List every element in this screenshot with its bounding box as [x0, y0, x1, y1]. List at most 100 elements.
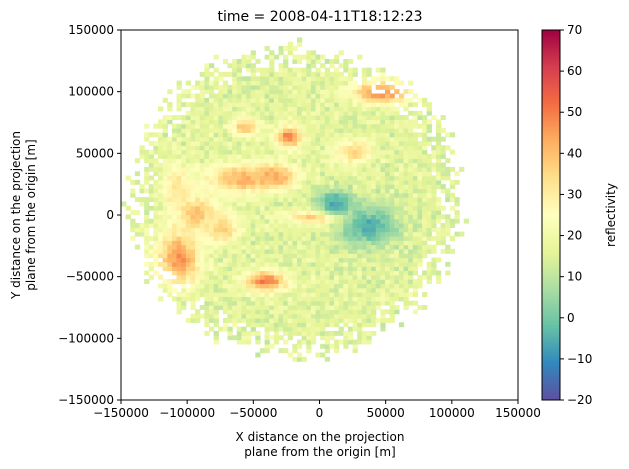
field-cell [232, 128, 238, 133]
field-cell [176, 214, 182, 220]
field-cell [320, 84, 326, 90]
field-cell [264, 80, 270, 86]
field-cell [222, 205, 229, 211]
field-cell [273, 110, 280, 116]
field-cell [324, 97, 331, 103]
field-cell [241, 128, 247, 133]
field-cell [144, 261, 150, 267]
field-cell [148, 132, 155, 138]
field-cell [162, 128, 168, 133]
field-cell [236, 136, 243, 142]
field-cell [292, 54, 298, 60]
field-cell [371, 106, 377, 112]
field-cell [273, 218, 280, 224]
field-cell [287, 46, 293, 51]
field-cell [246, 339, 252, 345]
field-cell [292, 46, 298, 51]
field-cell [398, 132, 405, 138]
field-cell [297, 184, 303, 190]
field-cell [324, 339, 331, 345]
field-cell [236, 227, 243, 233]
field-cell [431, 257, 437, 263]
field-cell [389, 300, 395, 306]
field-cell [375, 227, 381, 233]
field-cell [241, 166, 247, 172]
field-cell [176, 270, 182, 276]
field-cell [218, 296, 224, 302]
field-cell [264, 244, 270, 250]
field-cell [361, 171, 368, 177]
field-cell [213, 119, 219, 125]
field-cell [255, 201, 261, 207]
field-cell [213, 128, 219, 133]
field-cell [347, 67, 354, 73]
field-cell [246, 188, 252, 194]
field-cell [440, 227, 446, 233]
field-cell [144, 231, 150, 237]
field-cell [310, 218, 317, 224]
field-cell [162, 153, 168, 159]
field-cell [306, 58, 312, 64]
field-cell [222, 201, 229, 207]
field-cell [195, 201, 201, 207]
field-cell [283, 231, 289, 237]
field-cell [412, 110, 419, 116]
field-cell [241, 158, 247, 164]
field-cell [199, 292, 205, 297]
field-cell [185, 197, 192, 203]
field-cell [301, 54, 307, 60]
field-cell [334, 102, 340, 108]
field-cell [241, 248, 247, 254]
field-cell [199, 223, 205, 228]
field-cell [385, 97, 391, 103]
field-cell [241, 300, 247, 306]
field-cell [422, 227, 428, 233]
field-cell [273, 309, 280, 315]
field-cell [209, 175, 215, 181]
field-cell [264, 235, 270, 241]
field-cell [287, 102, 293, 108]
field-cell [171, 231, 178, 237]
field-cell [185, 317, 192, 323]
field-cell [394, 227, 400, 233]
field-cell [385, 223, 391, 228]
field-cell [153, 240, 159, 246]
field-cell [292, 89, 298, 95]
field-cell [227, 210, 233, 215]
field-cell [222, 162, 229, 168]
field-cell [412, 235, 419, 241]
field-cell [380, 145, 386, 151]
field-cell [269, 231, 275, 237]
field-cell [181, 153, 187, 159]
field-cell [352, 197, 358, 203]
field-cell [347, 84, 354, 90]
field-cell [320, 287, 326, 293]
field-cell [297, 339, 303, 345]
field-cell [385, 235, 391, 241]
field-cell [324, 240, 331, 246]
field-cell [241, 335, 247, 341]
field-cell [380, 179, 386, 185]
field-cell [250, 184, 256, 190]
field-cell [278, 102, 284, 108]
field-cell [158, 141, 164, 146]
field-cell [352, 188, 358, 194]
field-cell [269, 266, 275, 272]
field-cell [236, 192, 243, 198]
field-cell [241, 330, 247, 336]
field-cell [176, 97, 182, 103]
field-cell [310, 149, 317, 155]
field-cell [343, 266, 349, 272]
field-cell [176, 102, 182, 108]
field-cell [232, 274, 238, 280]
field-cell [195, 210, 201, 215]
field-cell [408, 270, 414, 276]
field-cell [269, 283, 275, 289]
field-cell [422, 248, 428, 254]
field-cell [324, 132, 331, 138]
field-cell [199, 136, 205, 142]
field-cell [176, 175, 182, 181]
field-cell [357, 292, 363, 297]
field-cell [218, 84, 224, 90]
field-cell [181, 300, 187, 306]
